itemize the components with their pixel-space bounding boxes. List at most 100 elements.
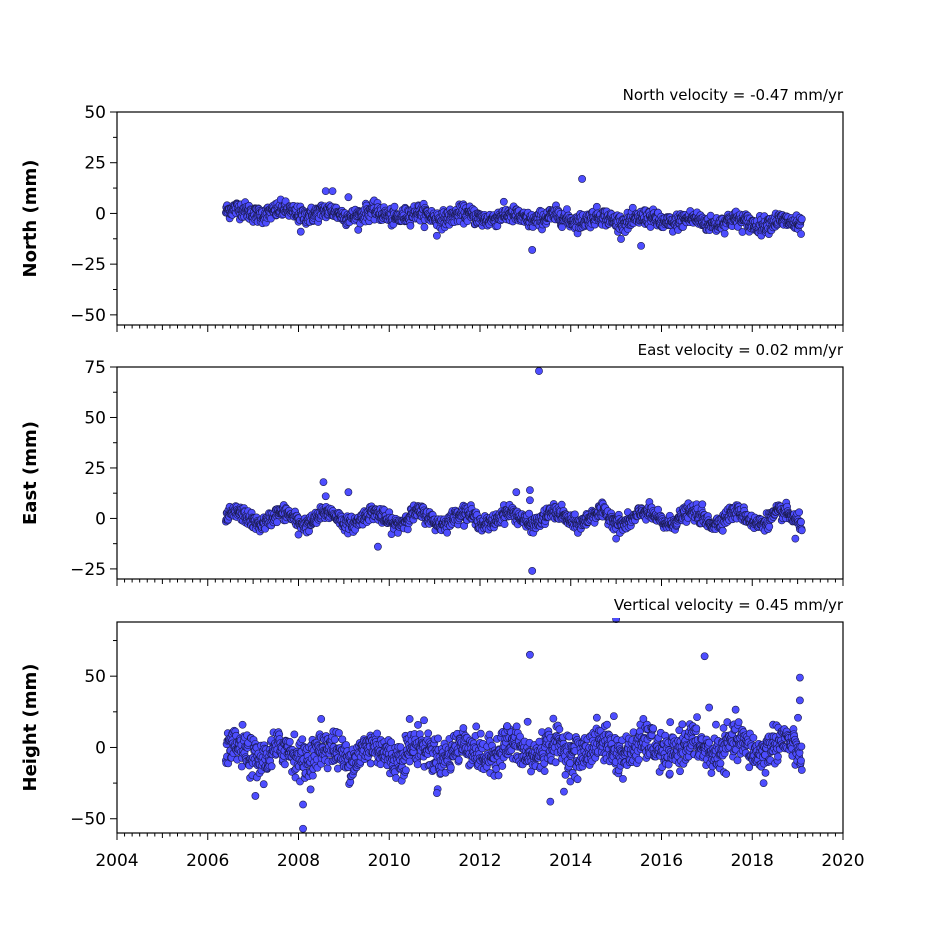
x-tick-label: 2012 — [458, 851, 501, 871]
data-point — [549, 714, 558, 723]
outlier-point — [612, 534, 621, 543]
outlier-point — [535, 367, 543, 375]
y-tick-label: −50 — [70, 306, 106, 326]
outlier-point — [299, 800, 307, 809]
y-tick-label: −50 — [70, 810, 106, 830]
data-point — [306, 785, 315, 794]
x-tick-label: 2004 — [95, 851, 138, 871]
data-point — [797, 230, 805, 238]
data-point — [238, 720, 247, 729]
y-tick-label: 50 — [84, 667, 106, 687]
series-points — [221, 618, 806, 833]
data-point — [259, 780, 268, 789]
data-point — [443, 528, 451, 537]
outlier-point — [512, 488, 521, 497]
y-axis-label: Height (mm) — [20, 664, 41, 792]
y-tick-label: 0 — [95, 204, 106, 224]
data-point — [749, 733, 758, 742]
data-point — [237, 762, 246, 771]
data-point — [722, 770, 731, 778]
outlier-point — [374, 542, 382, 551]
outlier-point — [344, 488, 353, 497]
data-point — [592, 713, 601, 722]
x-tick-label: 2016 — [640, 851, 683, 871]
panel-title: North velocity = -0.47 mm/yr — [623, 86, 844, 104]
data-point — [540, 767, 549, 775]
data-point — [774, 752, 782, 761]
outlier-point — [344, 193, 353, 202]
data-point — [446, 763, 455, 772]
data-point — [666, 718, 675, 727]
outlier-point — [523, 717, 532, 726]
data-point — [797, 518, 805, 526]
y-tick-label: 0 — [95, 509, 106, 529]
data-point — [761, 768, 770, 777]
data-point — [649, 724, 658, 733]
outlier-point — [432, 231, 441, 240]
data-point — [628, 203, 637, 212]
outlier-point — [759, 779, 768, 787]
outlier-point — [526, 650, 534, 659]
data-point — [498, 762, 507, 770]
data-point — [335, 729, 343, 737]
outlier-point — [319, 478, 328, 486]
outlier-point — [251, 792, 260, 800]
y-tick-label: 0 — [95, 738, 106, 758]
outlier-point — [328, 187, 337, 196]
data-point — [525, 509, 534, 518]
x-tick-label: 2006 — [186, 851, 229, 871]
data-point — [617, 235, 625, 243]
data-point — [731, 705, 740, 714]
data-point — [406, 221, 415, 230]
series-points — [221, 367, 806, 575]
data-point — [693, 713, 701, 721]
y-tick-label: 75 — [84, 358, 106, 378]
data-point — [494, 771, 503, 780]
data-point — [500, 520, 509, 529]
outlier-point — [609, 712, 618, 720]
y-tick-label: −25 — [70, 255, 106, 275]
outlier-point — [705, 703, 714, 712]
data-point — [454, 755, 463, 764]
data-point — [678, 720, 687, 729]
outlier-point — [321, 187, 330, 196]
data-point — [401, 766, 410, 775]
data-point — [738, 228, 747, 236]
outlier-point — [698, 500, 707, 509]
data-point — [499, 197, 508, 206]
data-point — [716, 759, 725, 768]
data-point — [354, 225, 363, 234]
data-point — [619, 774, 627, 783]
data-point — [720, 229, 729, 238]
data-point — [676, 767, 684, 776]
data-point — [414, 721, 422, 729]
outlier-point — [795, 696, 804, 705]
data-point — [555, 725, 564, 734]
x-tick-label: 2018 — [731, 851, 774, 871]
data-point — [565, 732, 574, 741]
data-point — [512, 722, 521, 731]
data-point — [797, 742, 806, 751]
outlier-point — [528, 246, 537, 254]
data-point — [718, 526, 727, 535]
data-point — [298, 735, 307, 744]
data-point — [267, 762, 276, 771]
data-point — [733, 756, 742, 765]
data-point — [561, 771, 570, 779]
outlier-point — [526, 496, 534, 505]
y-tick-label: −25 — [70, 560, 106, 580]
outlier-point — [560, 787, 568, 796]
data-point — [459, 724, 468, 732]
data-point — [797, 766, 806, 774]
outlier-point — [299, 824, 307, 833]
y-tick-label: 50 — [84, 408, 106, 428]
data-point — [563, 205, 571, 214]
y-tick-label: 50 — [84, 103, 106, 123]
data-point — [273, 518, 281, 527]
data-point — [692, 724, 701, 733]
outlier-point — [712, 720, 720, 729]
y-tick-label: 25 — [84, 459, 106, 479]
data-point — [794, 713, 802, 722]
data-point — [573, 775, 582, 784]
